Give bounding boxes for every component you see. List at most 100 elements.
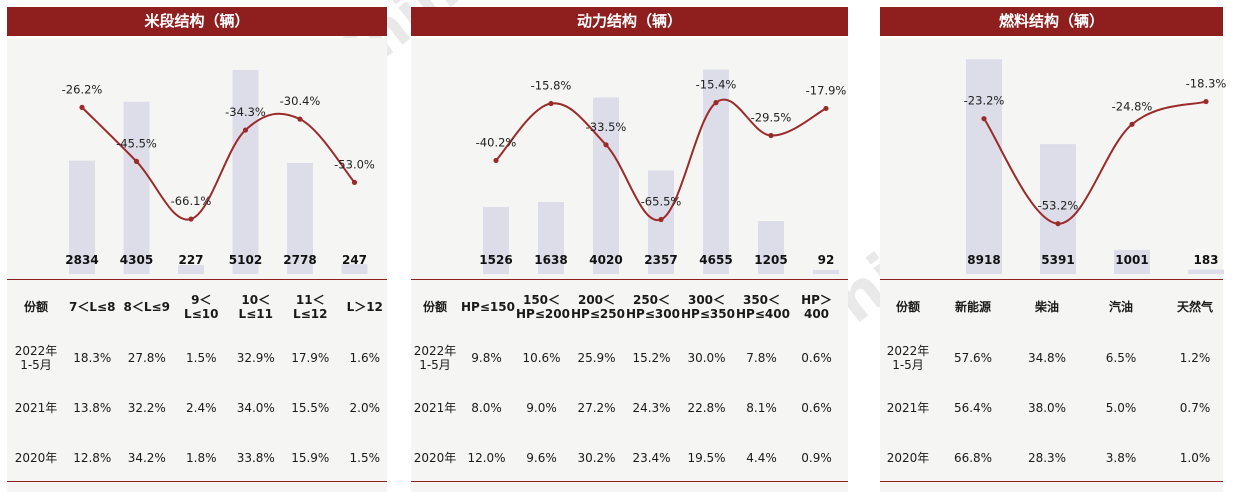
bar-value-label: 227 [178,253,203,267]
bar [966,59,1002,274]
bar-value-label: 4020 [589,253,622,267]
table-cell: 56.4% [953,401,993,415]
table-header-row: 份额 新能源 柴油 汽油 天然气 [880,280,1223,333]
growth-label: -18.3% [1186,77,1227,91]
bar-value-label: 8918 [967,253,1000,267]
table-row: 2020年 12.8% 34.2% 1.8% 33.8% 15.9% 1.5% [7,433,387,483]
table-power-structure: 份额 HP≤150 150＜HP≤200 200＜HP≤250 250＜HP≤300 30… [411,279,848,482]
growth-label: -53.2% [1038,199,1079,213]
row-label-cell: 份额 [23,299,48,314]
bar [1114,249,1150,274]
table-row: 2020年 66.8% 28.3% 3.8% 1.0% [880,433,1223,483]
table-cell: 6.5% [1105,351,1137,365]
table-cell: 27.8% [127,351,166,365]
table-cell: 0.9% [801,451,832,465]
table-cell: HP＞400 [801,292,832,321]
table-cell: 34.2% [127,451,166,465]
bar [1188,269,1224,274]
growth-point [188,216,194,222]
table-row: 2022年1-5月 18.3% 27.8% 1.5% 32.9% 17.9% 1.6% [7,333,387,383]
growth-label: -45.5% [116,136,157,150]
table-cell: 柴油 [1034,299,1059,314]
table-cell: 12.0% [467,451,506,465]
growth-point [658,216,664,223]
bar [178,264,204,274]
bar [123,101,150,274]
table-row: 2022年1-5月 9.8% 10.6% 25.9% 15.2% 30.0% 7.8% 0.6… [411,333,848,383]
bar [69,160,95,274]
table-cell: 24.3% [632,401,671,415]
table-cell: 9.8% [471,351,502,365]
bar-value-label: 183 [1193,253,1218,267]
row-label-cell: 2020年 [14,451,58,465]
row-label-cell: 2021年 [886,401,930,415]
table-cell: 2.0% [349,401,381,415]
table-cell: HP≤150 [461,299,515,314]
table-cell: 34.0% [236,401,275,415]
growth-label: -66.1% [171,194,212,208]
bar-value-label: 247 [342,253,367,267]
row-label-cell: 份额 [895,299,920,314]
table-cell: 2.4% [186,401,217,415]
table-cell: 33.8% [236,451,275,465]
growth-label: -65.5% [641,195,682,209]
table-cell: 13.8% [73,401,112,415]
bar-value-label: 2357 [644,253,677,267]
bar [538,202,564,274]
growth-label: -23.2% [964,94,1005,108]
table-cell: 150＜HP≤200 [516,292,570,321]
growth-point [1203,98,1209,105]
table-cell: 23.4% [632,451,671,465]
table-cell: 22.8% [687,401,726,415]
bar [593,97,619,274]
bar [813,269,839,274]
table-cell: 30.0% [687,351,726,365]
table-cell: 34.8% [1027,351,1067,365]
table-row: 2022年1-5月 57.6% 34.8% 6.5% 1.2% [880,333,1223,383]
growth-point [493,157,499,164]
chart-fuel-structure: -23.2% -53.2% -24.8% -18.3% 8918 5391 1001 183 [964,59,1226,274]
table-cell: 7.8% [746,351,777,365]
growth-point [713,100,719,106]
table-cell: 10.6% [522,351,561,365]
growth-label: -17.9% [806,83,847,97]
table-cell: 27.2% [577,401,616,415]
table-cell: 250＜HP≤300 [626,292,680,321]
table-cell: 1.8% [186,451,217,465]
chart-length-structure: -26.2% -45.5% -66.1% -34.3% -30.4% -53.0% 2834… [62,69,375,274]
row-label-cell: 2021年 [14,401,58,415]
growth-line [81,106,356,221]
table-cell: 1.6% [349,351,381,365]
bar [758,221,784,274]
table-row: 2021年 13.8% 32.2% 2.4% 34.0% 15.5% 2.0% [7,383,387,433]
row-label-cell: 2022年1-5月 [14,344,58,372]
growth-point [297,116,303,122]
bar-value-label: 92 [818,253,835,267]
table-cell: 10＜L≤11 [238,292,273,321]
table-cell: 新能源 [954,299,991,314]
table-cell: 1.0% [1179,451,1211,465]
growth-label: -29.5% [751,111,792,125]
table-cell: 32.2% [127,401,166,415]
table-cell: 8.0% [471,401,502,415]
table-cell: 57.6% [953,351,993,365]
growth-label: -33.5% [586,120,627,134]
bar [483,206,509,274]
bar-value-label: 1638 [534,253,567,267]
table-cell: 66.8% [953,451,993,465]
growth-point [79,104,85,110]
growth-label: -30.4% [280,94,321,108]
table-cell: 18.3% [73,351,112,365]
bar [287,162,313,274]
table-cell: 8.1% [746,401,777,415]
bar [1040,144,1076,274]
table-header-row: 份额 7＜L≤8 8＜L≤9 9＜L≤10 10＜L≤11 11＜L≤12 L＞12 [7,280,387,333]
table-cell: 17.9% [291,351,330,365]
growth-point [548,100,554,107]
growth-point [981,116,987,122]
row-label-cell: 2020年 [886,451,930,465]
table-cell: 9.0% [526,401,557,415]
table-cell: 19.5% [687,451,726,465]
table-fuel-structure: 份额 新能源 柴油 汽油 天然气 2022年1-5月 57.6% 34.8% 6.5% 1.2% 2… [880,279,1223,482]
table-cell: 8＜L≤9 [123,299,170,314]
